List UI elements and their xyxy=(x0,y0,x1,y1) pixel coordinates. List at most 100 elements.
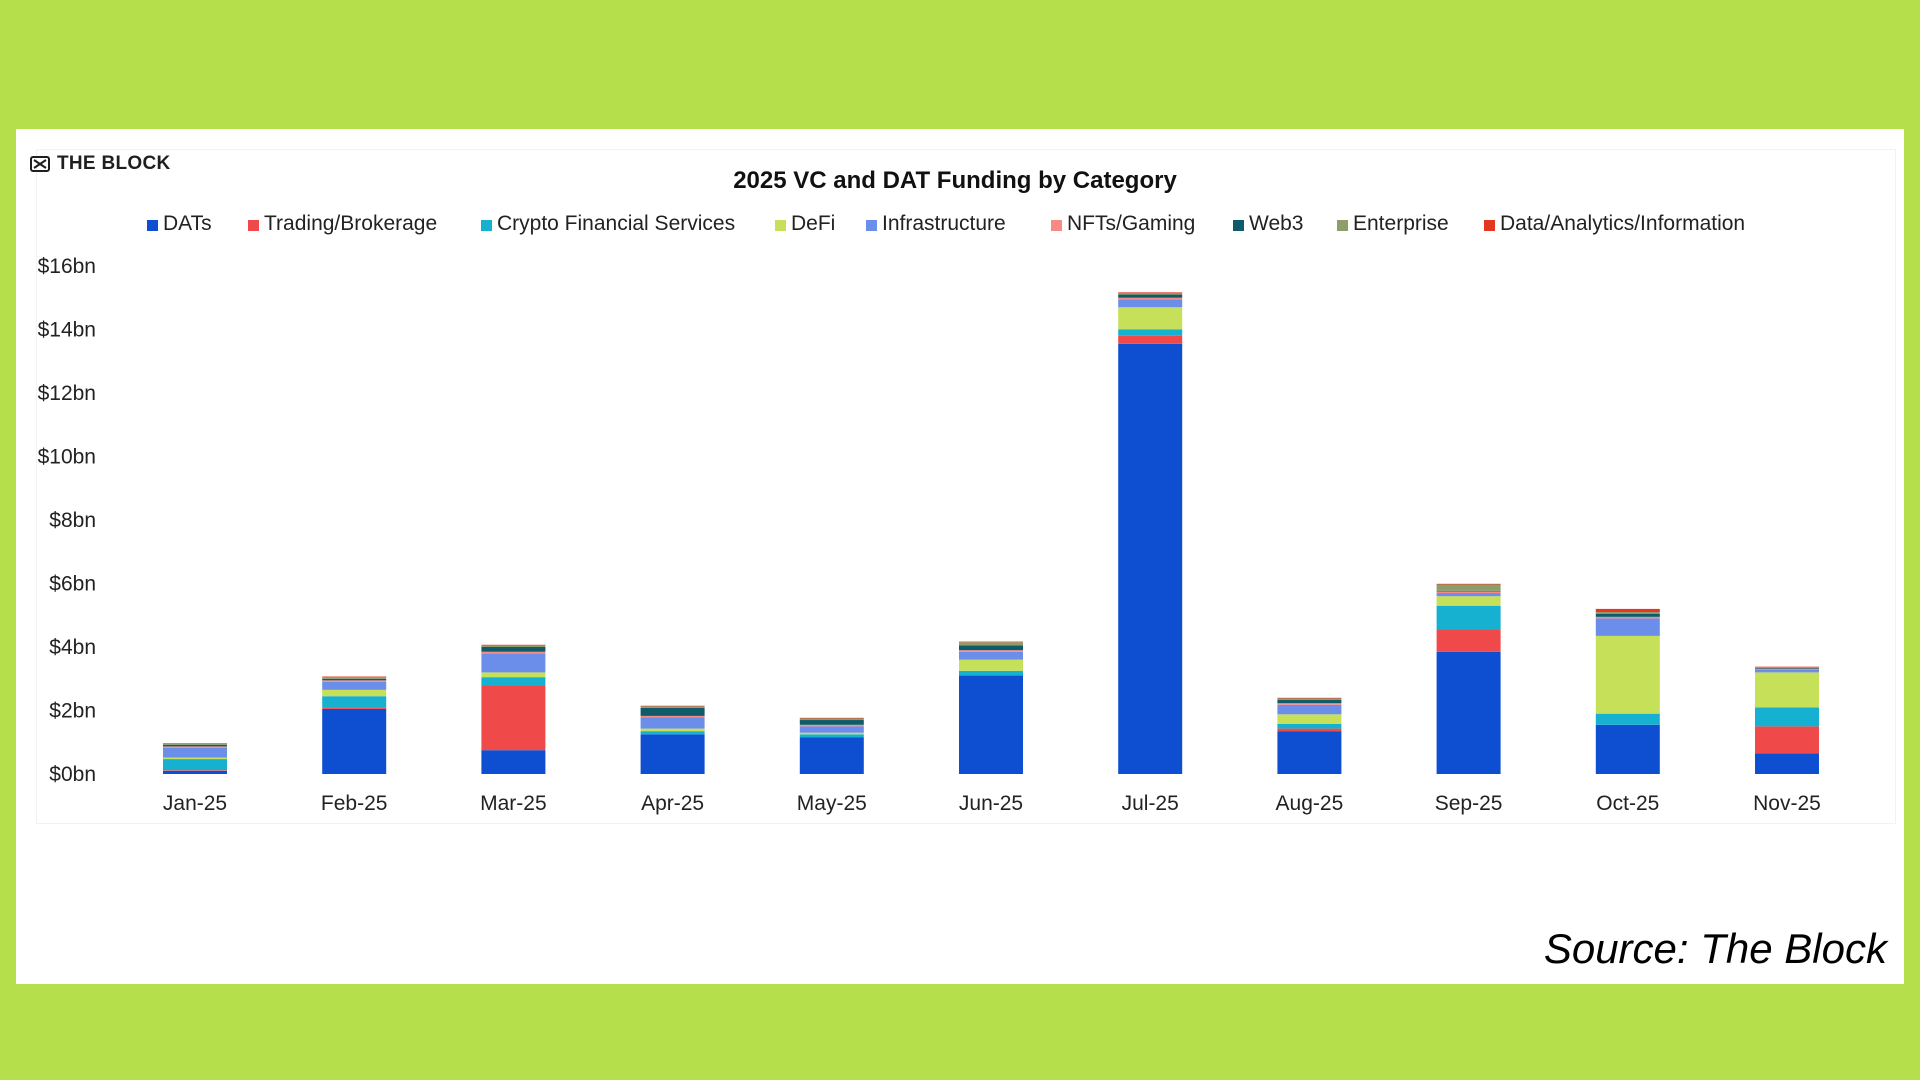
chart-legend: DATs Trading/Brokerage Crypto Financial Se… xyxy=(147,212,1745,235)
y-tick-label: $8bn xyxy=(49,509,96,532)
legend-item-trading-brokerage: Trading/Brokerage xyxy=(248,212,437,235)
bar-segment-data-analytics-information xyxy=(481,644,546,646)
bar-segment-nfts-gaming xyxy=(1436,591,1501,594)
bar-segment-defi xyxy=(1595,635,1660,714)
bar-segment-trading-brokerage xyxy=(1436,629,1501,652)
bar-segment-defi xyxy=(1118,307,1183,330)
bar-segment-defi xyxy=(640,728,705,732)
bar-segment-nfts-gaming xyxy=(1595,616,1660,619)
bar-segment-web3 xyxy=(959,645,1023,651)
bar-segment-dats xyxy=(1118,343,1183,774)
legend-item-defi: DeFi xyxy=(775,212,835,235)
bar-segment-defi xyxy=(959,659,1023,671)
legend-label-crypto-financial-services: Crypto Financial Services xyxy=(497,212,735,235)
bar-segment-nfts-gaming xyxy=(1277,703,1342,705)
legend-swatch-data-analytics-information xyxy=(1484,220,1495,231)
bar-segment-web3 xyxy=(1755,667,1819,669)
chart-title: 2025 VC and DAT Funding by Category xyxy=(733,167,1177,194)
bar-segment-trading-brokerage xyxy=(163,770,227,771)
x-tick-label: Aug-25 xyxy=(1276,792,1344,815)
bar-segment-dats xyxy=(481,750,546,774)
legend-swatch-web3 xyxy=(1233,220,1244,231)
bar-segment-data-analytics-information xyxy=(322,676,387,678)
legend-label-dats: DATs xyxy=(163,212,212,235)
bar-segment-infrastructure xyxy=(1436,593,1501,597)
bar-segment-infrastructure xyxy=(1755,669,1819,673)
bar-stack-aug-25 xyxy=(1277,697,1342,774)
bar-segment-web3 xyxy=(1436,590,1501,592)
bar-segment-enterprise xyxy=(799,718,864,721)
y-tick-label: $16bn xyxy=(38,255,96,278)
bar-stack-oct-25 xyxy=(1595,608,1660,774)
bar-stack-jun-25 xyxy=(959,641,1023,774)
legend-label-infrastructure: Infrastructure xyxy=(882,212,1006,235)
bar-segment-data-analytics-information xyxy=(799,717,864,719)
bar-segment-nfts-gaming xyxy=(1755,668,1819,670)
chart-panel xyxy=(36,149,1896,824)
bar-segment-crypto-financial-services xyxy=(799,734,864,738)
legend-swatch-nfts-gaming xyxy=(1051,220,1062,231)
legend-item-nfts-gaming: NFTs/Gaming xyxy=(1051,212,1195,235)
bar-segment-enterprise xyxy=(1118,292,1183,295)
the-block-logo: THE BLOCK xyxy=(29,153,171,175)
legend-label-web3: Web3 xyxy=(1249,212,1303,235)
bar-segment-defi xyxy=(799,732,864,735)
bar-segment-dats xyxy=(799,737,864,774)
legend-item-infrastructure: Infrastructure xyxy=(866,212,1006,235)
bar-segment-data-analytics-information xyxy=(1595,608,1660,613)
bar-segment-nfts-gaming xyxy=(799,724,864,727)
bar-segment-nfts-gaming xyxy=(163,746,227,748)
bar-segment-nfts-gaming xyxy=(322,680,387,682)
bar-segment-enterprise xyxy=(322,677,387,679)
x-tick-label: Jan-25 xyxy=(163,792,227,815)
bar-segment-enterprise xyxy=(640,706,705,708)
legend-swatch-enterprise xyxy=(1337,220,1348,231)
legend-label-defi: DeFi xyxy=(791,212,835,235)
y-tick-label: $0bn xyxy=(49,763,96,786)
legend-swatch-infrastructure xyxy=(866,220,877,231)
bar-segment-trading-brokerage xyxy=(1277,728,1342,732)
bar-segment-web3 xyxy=(640,707,705,716)
bar-segment-nfts-gaming xyxy=(640,715,705,718)
y-tick-label: $10bn xyxy=(38,446,96,469)
bar-segment-enterprise xyxy=(481,645,546,647)
bar-segment-dats xyxy=(1436,651,1501,774)
bar-segment-data-analytics-information xyxy=(959,641,1023,643)
bar-segment-infrastructure xyxy=(640,717,705,729)
bar-stack-sep-25 xyxy=(1436,583,1501,774)
bar-stack-mar-25 xyxy=(481,644,546,774)
bar-segment-defi xyxy=(163,757,227,760)
y-tick-label: $2bn xyxy=(49,700,96,723)
x-tick-label: Feb-25 xyxy=(321,792,388,815)
bar-segment-enterprise xyxy=(163,743,227,745)
bar-segment-infrastructure xyxy=(1277,704,1342,715)
bar-segment-data-analytics-information xyxy=(1436,583,1501,585)
bar-segment-web3 xyxy=(1595,613,1660,617)
bars-group xyxy=(163,292,1819,774)
bar-segment-defi xyxy=(1277,714,1342,724)
bar-segment-enterprise xyxy=(1436,584,1501,591)
bar-segment-infrastructure xyxy=(1595,618,1660,636)
the-block-logo-text: THE BLOCK xyxy=(57,153,171,174)
bar-segment-defi xyxy=(1755,672,1819,708)
bar-segment-infrastructure xyxy=(799,726,864,733)
y-tick-label: $12bn xyxy=(38,382,96,405)
x-axis: Jan-25 Feb-25 Mar-25 Apr-25 May-25 Jun-25 Jul-… xyxy=(163,792,1821,815)
bar-segment-dats xyxy=(322,708,387,774)
bar-stack-jan-25 xyxy=(163,743,227,774)
y-tick-label: $14bn xyxy=(38,319,96,342)
bar-segment-dats xyxy=(1277,731,1342,774)
bar-stack-may-25 xyxy=(799,717,864,774)
bar-segment-nfts-gaming xyxy=(481,651,546,654)
legend-swatch-defi xyxy=(775,220,786,231)
bar-segment-dats xyxy=(163,770,227,774)
bar-segment-crypto-financial-services xyxy=(163,759,227,771)
bar-stack-nov-25 xyxy=(1755,666,1819,774)
bar-stack-feb-25 xyxy=(322,676,387,774)
bar-segment-data-analytics-information xyxy=(640,705,705,707)
bar-segment-infrastructure xyxy=(481,653,546,673)
bar-segment-web3 xyxy=(322,678,387,681)
legend-label-nfts-gaming: NFTs/Gaming xyxy=(1067,212,1195,235)
legend-item-data-analytics-information: Data/Analytics/Information xyxy=(1484,212,1745,235)
